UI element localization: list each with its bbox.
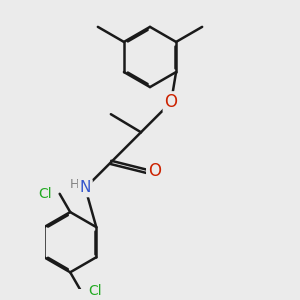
Text: N: N: [80, 181, 91, 196]
Text: O: O: [165, 93, 178, 111]
Text: Cl: Cl: [38, 187, 52, 201]
Text: Cl: Cl: [88, 284, 102, 298]
Text: H: H: [70, 178, 80, 191]
Text: O: O: [148, 162, 161, 180]
